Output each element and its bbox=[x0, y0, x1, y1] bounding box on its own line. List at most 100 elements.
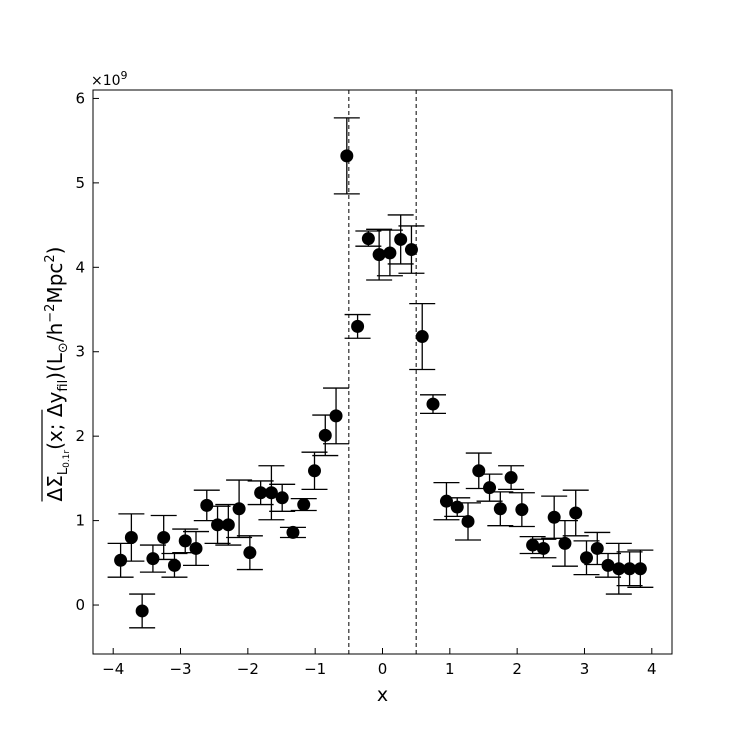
point-marker bbox=[340, 149, 354, 163]
y-label-sun-symbol: ⊙ bbox=[56, 342, 71, 353]
x-tick-label: −2 bbox=[237, 660, 259, 678]
data-point bbox=[551, 519, 578, 567]
point-marker bbox=[515, 503, 529, 517]
data-point bbox=[118, 513, 145, 562]
point-marker bbox=[167, 558, 181, 572]
data-point bbox=[226, 479, 253, 539]
point-marker bbox=[211, 518, 225, 532]
point-marker bbox=[286, 525, 300, 539]
data-point bbox=[562, 489, 589, 537]
data-point bbox=[487, 491, 514, 527]
x-tick-label: 1 bbox=[445, 660, 455, 678]
point-marker bbox=[351, 319, 365, 333]
data-point bbox=[183, 530, 210, 566]
point-marker bbox=[189, 541, 203, 555]
data-point bbox=[376, 229, 403, 277]
point-marker bbox=[472, 464, 486, 478]
point-marker bbox=[493, 502, 507, 516]
data-point bbox=[323, 387, 350, 445]
point-marker bbox=[264, 486, 278, 500]
y-label-delta: Δ bbox=[43, 487, 67, 501]
y-label-sigma: Σ bbox=[43, 475, 67, 488]
y-multiplier-base: ×10 bbox=[91, 73, 121, 89]
point-marker bbox=[135, 604, 149, 618]
point-marker bbox=[221, 518, 235, 532]
y-axis-multiplier: ×109 bbox=[91, 69, 128, 89]
point-marker bbox=[612, 562, 626, 576]
data-point bbox=[107, 542, 134, 578]
point-marker bbox=[536, 541, 550, 555]
data-point bbox=[584, 531, 611, 566]
point-marker bbox=[579, 551, 593, 565]
y-label-units-exp2: 2 bbox=[43, 254, 58, 262]
point-marker bbox=[415, 330, 429, 344]
x-tick-label: 4 bbox=[647, 660, 657, 678]
data-point bbox=[409, 302, 436, 371]
y-label-sub: L bbox=[56, 467, 71, 475]
data-point bbox=[398, 225, 425, 274]
y-tick-label: 4 bbox=[75, 258, 85, 276]
data-point bbox=[344, 313, 371, 339]
data-point bbox=[236, 535, 263, 571]
point-marker bbox=[426, 397, 440, 411]
x-tick-label: 0 bbox=[378, 660, 388, 678]
point-marker bbox=[372, 248, 386, 262]
data-point bbox=[193, 489, 220, 522]
point-marker bbox=[329, 409, 343, 423]
point-marker bbox=[124, 530, 138, 544]
plot-frame bbox=[92, 89, 673, 655]
y-tick-label: 6 bbox=[75, 89, 85, 107]
point-marker bbox=[633, 562, 647, 576]
y-tick-label: 3 bbox=[75, 343, 85, 361]
point-marker bbox=[308, 464, 322, 478]
data-point bbox=[279, 525, 306, 539]
data-point bbox=[366, 228, 393, 281]
data-point bbox=[627, 549, 654, 588]
point-marker bbox=[361, 232, 375, 246]
point-marker bbox=[394, 232, 408, 246]
data-point bbox=[333, 117, 360, 195]
data-point bbox=[498, 465, 525, 491]
data-point bbox=[455, 502, 482, 541]
point-marker bbox=[461, 514, 475, 528]
data-point bbox=[530, 538, 557, 559]
point-marker bbox=[504, 471, 518, 485]
data-point bbox=[269, 483, 296, 512]
y-label-units-d: ) bbox=[43, 247, 67, 255]
x-tick-label: −1 bbox=[304, 660, 326, 678]
data-point bbox=[301, 451, 328, 491]
y-label-units-b: /h bbox=[43, 323, 67, 342]
y-tick-label: 2 bbox=[75, 427, 85, 445]
data-point bbox=[247, 480, 274, 506]
point-marker bbox=[318, 428, 332, 442]
data-point bbox=[419, 394, 446, 415]
x-tick-label: −4 bbox=[102, 660, 124, 678]
x-tick-label: −3 bbox=[169, 660, 191, 678]
data-point bbox=[150, 514, 177, 561]
y-label-units-exp: −2 bbox=[43, 304, 58, 323]
x-tick-label: 2 bbox=[512, 660, 522, 678]
point-marker bbox=[275, 491, 289, 505]
data-point bbox=[129, 593, 156, 629]
y-multiplier-exponent: 9 bbox=[121, 69, 128, 82]
data-point bbox=[215, 503, 242, 546]
data-point bbox=[161, 552, 188, 578]
point-marker bbox=[297, 498, 311, 512]
data-point bbox=[476, 473, 503, 502]
point-marker bbox=[232, 502, 246, 516]
point-marker bbox=[178, 534, 192, 548]
point-marker bbox=[590, 541, 604, 555]
x-tick-label: 3 bbox=[580, 660, 590, 678]
data-point bbox=[290, 497, 317, 512]
point-marker bbox=[254, 486, 268, 500]
point-marker bbox=[114, 553, 128, 567]
data-point bbox=[172, 528, 199, 554]
y-axis-label-text: ΔΣL0.1r(x; Δyfil)(L⊙/h−2Mpc2) bbox=[43, 247, 72, 502]
point-marker bbox=[547, 510, 561, 524]
y-label-units-a: )(L bbox=[43, 352, 67, 380]
point-marker bbox=[146, 552, 160, 566]
data-point bbox=[355, 230, 382, 247]
chart-marks bbox=[107, 90, 654, 654]
data-point bbox=[595, 552, 622, 578]
